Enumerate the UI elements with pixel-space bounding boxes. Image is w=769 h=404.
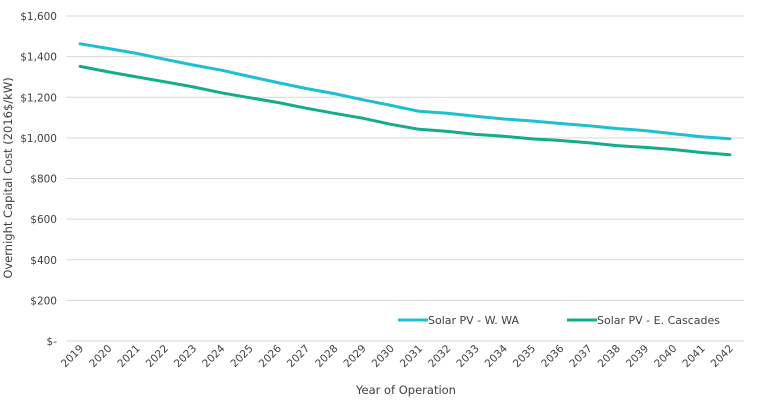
series-line-0 [78, 42, 732, 141]
y-axis-title: Overnight Capital Cost (2016$/kW) [1, 77, 15, 278]
y-tick-label: $600 [30, 214, 57, 226]
x-axis-tick-labels: 2019 2020 2021 2022 2023 2024 2025 2026 2027 2028… [59, 342, 736, 370]
y-tick-label: $800 [30, 174, 57, 186]
x-tick-label: 2025 [228, 343, 255, 370]
legend-label-e-cascades: Solar PV - E. Cascades [597, 314, 720, 327]
x-tick-label: 2037 [567, 343, 594, 370]
x-tick-label: 2040 [652, 343, 679, 370]
series-line-1 [78, 64, 732, 157]
y-tick-label: $400 [30, 255, 57, 267]
gridlines [66, 15, 744, 342]
x-tick-label: 2036 [539, 342, 567, 370]
legend-label-w-wa: Solar PV - W. WA [428, 314, 520, 327]
x-tick-label: 2028 [313, 343, 340, 370]
y-tick-label: $- [47, 336, 58, 348]
x-tick-label: 2029 [341, 343, 368, 370]
y-axis-tick-labels: $- $200 $400 $600 $800 $1,000 $1,200 $1,400 $1,6… [20, 11, 57, 348]
x-tick-label: 2042 [709, 343, 736, 370]
x-tick-label: 2022 [144, 343, 171, 370]
y-tick-label: $1,400 [20, 52, 57, 64]
x-tick-label: 2041 [680, 343, 707, 370]
x-tick-label: 2038 [596, 343, 623, 370]
x-tick-label: 2019 [59, 343, 86, 370]
x-tick-label: 2027 [285, 343, 312, 370]
y-tick-label: $200 [30, 295, 57, 307]
x-tick-label: 2034 [483, 342, 511, 370]
x-tick-label: 2021 [115, 343, 142, 370]
x-axis-title: Year of Operation [355, 383, 456, 397]
x-tick-label: 2031 [398, 343, 425, 370]
x-tick-label: 2032 [426, 343, 453, 370]
x-tick-label: 2026 [257, 342, 285, 370]
y-tick-label: $1,000 [20, 133, 57, 145]
x-tick-label: 2024 [200, 342, 228, 370]
x-tick-label: 2030 [370, 343, 397, 370]
y-tick-label: $1,200 [20, 92, 57, 104]
x-tick-label: 2035 [511, 343, 538, 370]
x-tick-label: 2020 [87, 343, 114, 370]
legend: Solar PV - W. WA Solar PV - E. Cascades [398, 314, 720, 327]
x-tick-label: 2023 [172, 343, 199, 370]
y-tick-label: $1,600 [20, 11, 57, 23]
x-tick-label: 2033 [454, 343, 481, 370]
x-tick-label: 2039 [624, 343, 651, 370]
series-lines [78, 42, 732, 157]
